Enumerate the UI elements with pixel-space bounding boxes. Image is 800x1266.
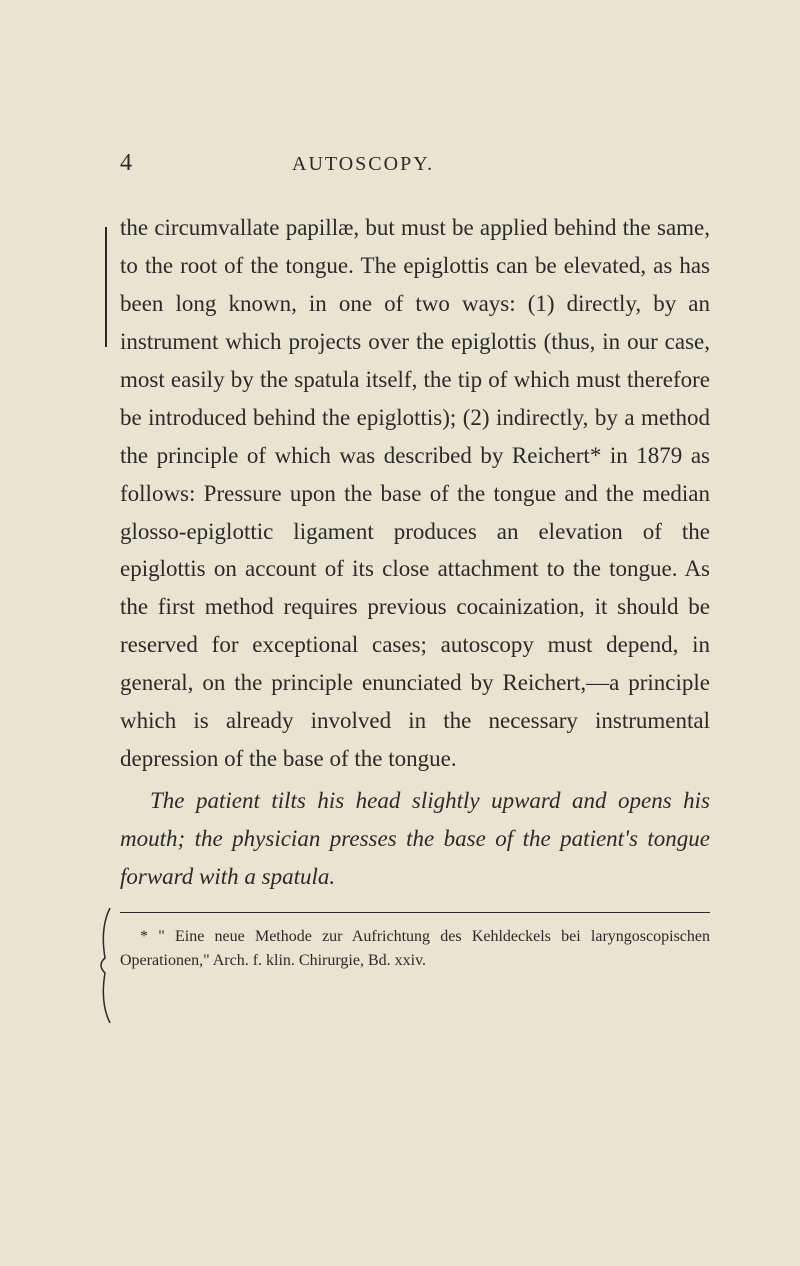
footnote-content: * " Eine neue Methode zur Aufrichtung de…: [120, 928, 710, 969]
body-paragraph: the circumvallate papillæ, but must be a…: [120, 209, 710, 778]
italic-text-content: The patient tilts his head slightly upwa…: [120, 788, 710, 889]
margin-mark-left: [105, 227, 107, 347]
body-text-content: the circumvallate papillæ, but must be a…: [120, 215, 710, 771]
chapter-title: AUTOSCOPY.: [292, 153, 434, 176]
footnote-text: * " Eine neue Methode zur Aufrichtung de…: [120, 925, 710, 973]
footnote-divider: [120, 912, 710, 913]
page-number: 4: [120, 150, 132, 177]
page-container: 4 AUTOSCOPY. the circumvallate papillæ, …: [0, 0, 800, 1266]
margin-brace-left: [95, 908, 115, 1023]
page-header: 4 AUTOSCOPY.: [120, 150, 710, 177]
italic-paragraph: The patient tilts his head slightly upwa…: [120, 782, 710, 896]
